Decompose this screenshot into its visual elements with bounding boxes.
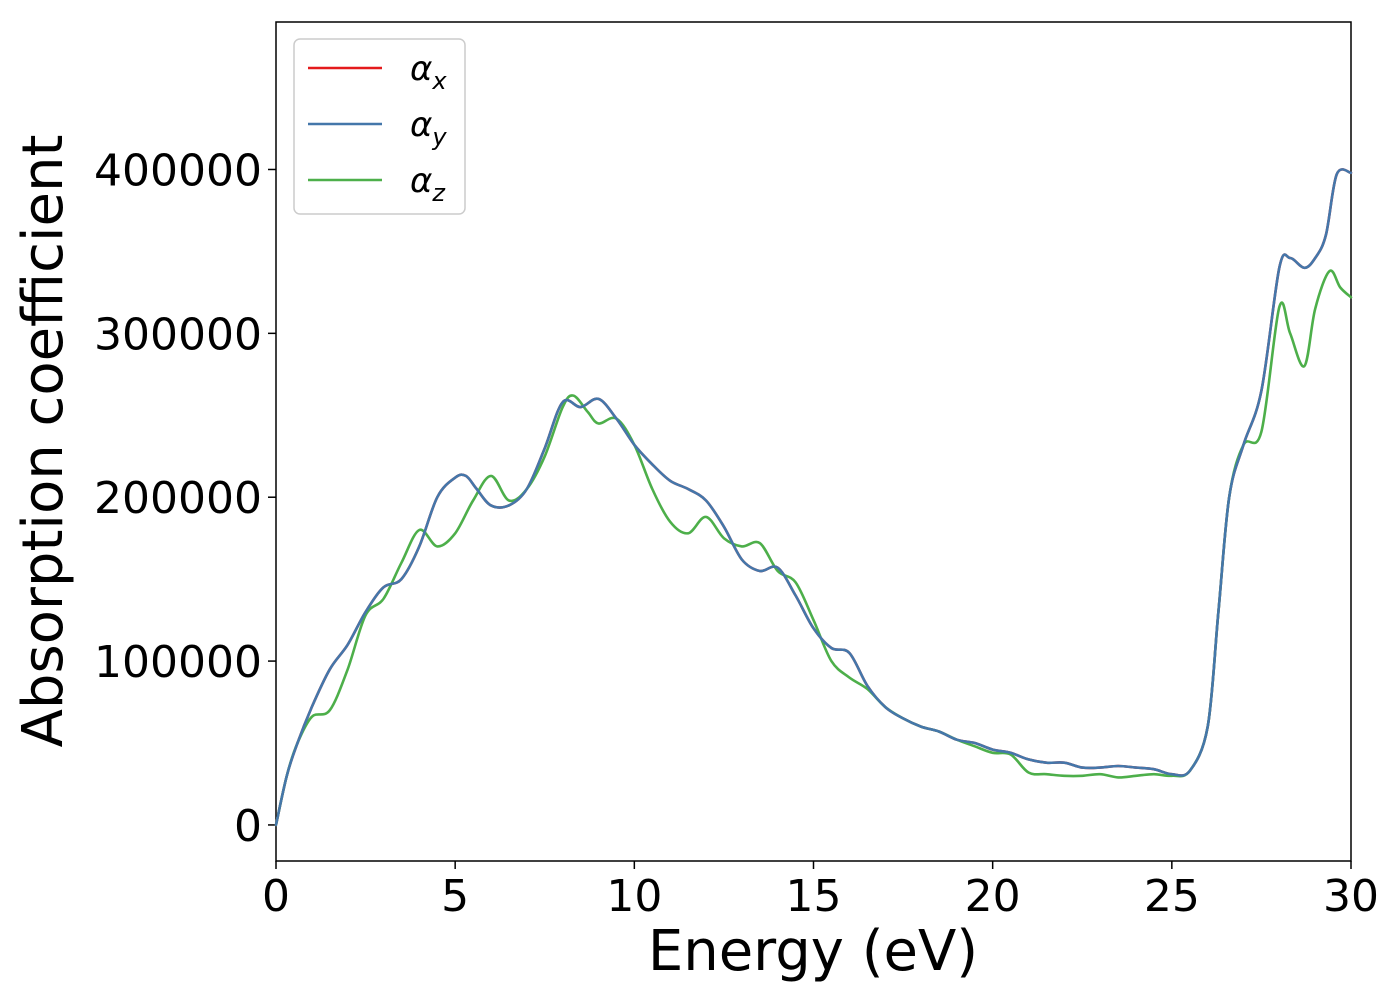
x-tick-label: 5 <box>441 871 469 922</box>
legend-label-alpha-z: αz <box>410 161 446 207</box>
legend-label-subscript: z <box>431 179 446 207</box>
x-axis-label: Energy (eV) <box>648 919 978 984</box>
y-tick-label: 300000 <box>94 309 262 360</box>
x-tick-label: 0 <box>262 871 290 922</box>
x-tick-label: 30 <box>1323 871 1379 922</box>
y-tick-label: 100000 <box>94 637 262 688</box>
x-tick-label: 20 <box>965 871 1021 922</box>
y-tick-label: 0 <box>234 801 262 852</box>
y-tick-label: 400000 <box>94 145 262 196</box>
series-group <box>274 168 1353 827</box>
legend-label-alpha-x: αx <box>410 49 447 95</box>
legend-label-symbol: α <box>410 105 432 145</box>
y-axis-label: Absorption coefficient <box>11 135 76 748</box>
series-line-alpha-z <box>274 269 1353 827</box>
y-tick-label: 200000 <box>94 473 262 524</box>
ticks-group: 0 5 10 15 20 25 30 0 100000 200000 300000 400000 <box>94 145 1379 922</box>
legend-label-symbol: α <box>410 49 432 89</box>
series-line-alpha-y <box>274 168 1353 827</box>
x-tick-label: 15 <box>786 871 842 922</box>
x-tick-label: 10 <box>606 871 662 922</box>
legend-label-subscript: x <box>431 67 447 95</box>
legend-label-symbol: α <box>410 161 432 201</box>
legend-label-alpha-y: αy <box>410 105 447 151</box>
x-tick-label: 25 <box>1144 871 1200 922</box>
legend-label-subscript: y <box>431 123 447 151</box>
legend-box <box>293 38 466 215</box>
